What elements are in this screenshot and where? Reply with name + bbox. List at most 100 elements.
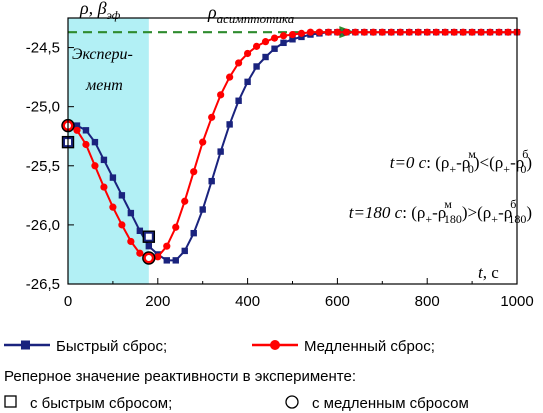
- data-point-circle: [441, 28, 449, 36]
- y-tick-label: -26,0: [26, 217, 60, 234]
- data-point-square: [253, 63, 260, 70]
- data-point-circle: [342, 28, 350, 36]
- data-point-circle: [261, 38, 270, 46]
- experiment-label-line2: мент: [85, 77, 123, 94]
- data-point-square: [109, 174, 117, 181]
- data-point-circle: [396, 28, 404, 36]
- y-tick-label: -24,5: [26, 40, 60, 57]
- legend-open-square: [4, 395, 17, 408]
- data-point-circle: [252, 42, 261, 50]
- data-point-square: [172, 257, 179, 264]
- data-point-circle: [270, 34, 279, 42]
- data-point-square: [163, 257, 170, 264]
- x-tick-label: 600: [325, 293, 350, 310]
- x-tick-label: 0: [64, 293, 72, 310]
- data-point-square: [244, 78, 251, 86]
- data-point-circle: [127, 237, 135, 246]
- data-point-circle: [306, 28, 315, 36]
- data-point-circle: [199, 138, 207, 146]
- data-point-square: [217, 148, 224, 155]
- x-tick-label: 800: [415, 293, 440, 310]
- data-point-circle: [217, 91, 225, 99]
- data-point-circle: [288, 30, 297, 39]
- experiment-region: [68, 18, 149, 284]
- data-point-circle: [486, 28, 494, 36]
- data-point-circle: [226, 73, 234, 81]
- x-tick-label: 400: [235, 293, 260, 310]
- data-point-circle: [208, 113, 216, 121]
- reference-point-circle-inner: [145, 254, 152, 261]
- data-point-circle: [468, 28, 476, 36]
- data-point-circle: [351, 28, 359, 36]
- data-point-circle: [315, 28, 324, 36]
- legend-label-slow: Медленный сброс;: [304, 338, 435, 355]
- data-point-square: [118, 192, 126, 199]
- data-point-circle: [235, 59, 243, 67]
- data-point-circle: [154, 253, 162, 261]
- data-point-square: [136, 227, 144, 234]
- data-point-square: [289, 36, 296, 43]
- data-point-circle: [387, 28, 395, 36]
- data-point-circle: [414, 28, 422, 36]
- data-point-circle: [504, 28, 512, 36]
- data-point-square: [190, 229, 197, 237]
- data-point-square: [145, 242, 153, 250]
- data-point-square: [73, 122, 81, 129]
- experiment-label-line1: Экспери-: [72, 46, 133, 63]
- data-point-circle: [190, 168, 198, 176]
- asymptote-label: ρасимптотика: [207, 2, 295, 26]
- data-point-circle: [405, 28, 413, 36]
- data-point-square: [82, 127, 90, 134]
- legend-marker-circle: [270, 340, 280, 350]
- data-point-circle: [360, 28, 368, 36]
- data-point-square: [127, 209, 135, 217]
- y-tick-label: -25,0: [26, 99, 60, 116]
- legend-label-fast: Быстрый сброс;: [56, 338, 167, 355]
- data-point-square: [226, 121, 233, 128]
- data-point-square: [199, 206, 206, 213]
- legend-marker-square: [21, 340, 30, 350]
- data-point-circle: [378, 28, 386, 36]
- legend-open-circle: [285, 395, 299, 409]
- data-point-circle: [423, 28, 431, 36]
- data-point-square: [181, 247, 188, 255]
- data-point-circle: [118, 221, 126, 229]
- data-point-circle: [477, 28, 485, 36]
- data-point-circle: [100, 183, 108, 191]
- data-point-circle: [450, 28, 458, 36]
- data-point-square: [208, 177, 215, 185]
- data-point-circle: [181, 197, 189, 205]
- data-point-circle: [82, 140, 90, 149]
- annotation-0: t=0 с: (ρ+-ρм 0)<(ρ+-ρб 0): [390, 147, 532, 176]
- y-axis-label: ρ, βэф: [79, 0, 121, 22]
- x-tick-label: 1000: [500, 293, 533, 310]
- data-point-circle: [279, 32, 288, 40]
- data-point-circle: [432, 28, 440, 36]
- data-point-circle: [459, 28, 467, 36]
- data-point-circle: [136, 249, 144, 257]
- data-point-circle: [91, 162, 99, 170]
- data-point-circle: [297, 29, 306, 37]
- x-tick-label: 200: [145, 293, 170, 310]
- data-point-square: [100, 156, 108, 164]
- data-point-circle: [163, 242, 171, 250]
- reference-label-fast: с быстрым сбросом;: [30, 395, 172, 412]
- data-point-circle: [333, 28, 341, 36]
- reference-point-square-inner: [145, 233, 152, 240]
- data-point-square: [91, 138, 99, 146]
- data-point-square: [235, 97, 242, 104]
- data-point-circle: [324, 28, 333, 36]
- x-axis-label: t, с: [478, 263, 499, 282]
- annotation-1: t=180 с: (ρ+-ρм 180)>(ρ+-ρб 180): [349, 197, 532, 226]
- data-point-circle: [369, 28, 377, 36]
- reference-label-slow: с медленным сбросом: [312, 395, 469, 412]
- data-point-circle: [244, 49, 252, 58]
- data-point-circle: [73, 126, 81, 134]
- data-point-circle: [172, 223, 180, 231]
- data-point-square: [271, 45, 278, 52]
- reference-title: Реперное значение реактивности в экспери…: [4, 368, 356, 385]
- plot-frame: [67, 17, 518, 285]
- y-tick-label: -25,5: [26, 158, 60, 175]
- data-point-square: [262, 53, 269, 61]
